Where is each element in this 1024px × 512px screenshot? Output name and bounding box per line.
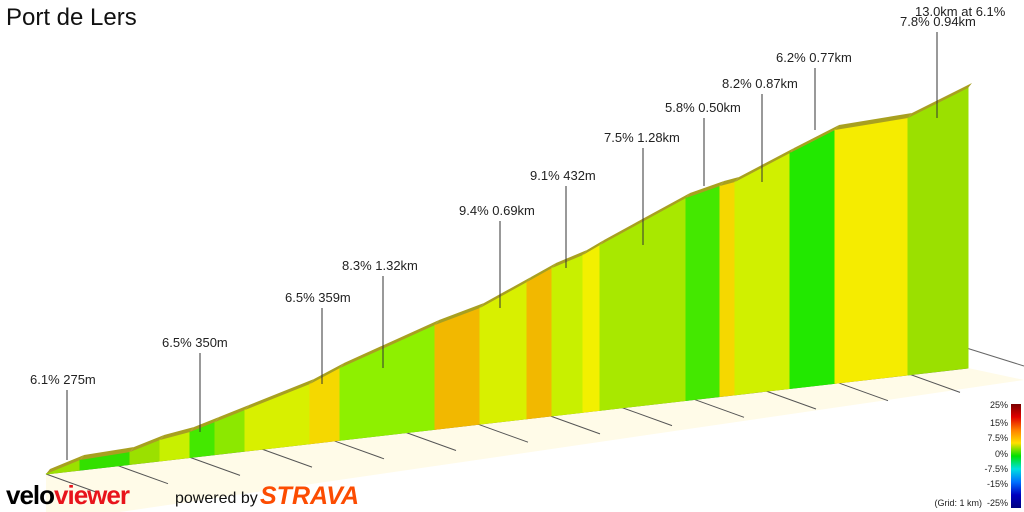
annotation-label: 6.5% 350m <box>162 335 228 350</box>
grid-line <box>621 407 673 427</box>
summary-label: 13.0km at 6.1% <box>915 4 1006 19</box>
legend-tick: 25% <box>989 400 1008 410</box>
profile-top-edge <box>527 263 556 282</box>
annotation-label: 8.3% 1.32km <box>342 258 418 273</box>
logo-part: viewer <box>54 480 130 510</box>
grid-line <box>117 465 169 485</box>
profile-top-edge <box>600 193 690 245</box>
profile-top-edge <box>80 447 134 460</box>
profile-segment <box>789 129 836 390</box>
profile-top-edge <box>435 303 484 325</box>
profile-top-edge <box>908 83 972 118</box>
profile-segment <box>214 409 246 456</box>
profile-segment <box>551 254 584 417</box>
grid-line <box>405 432 457 451</box>
profile-segment <box>685 185 721 401</box>
veloviewer-logo[interactable]: veloviewer <box>6 480 130 511</box>
profile-top-edge <box>480 277 531 308</box>
annotation-label: 9.4% 0.69km <box>459 203 535 218</box>
annotations: 6.1% 275m 6.5% 350m 6.5% 359m 8.3% 1.32km 9.… <box>30 14 976 460</box>
legend-tick: -25% <box>986 498 1008 508</box>
gradient-legend: 25% 15% 7.5% 0% -7.5% -15% -25% (Grid: 1… <box>900 398 1008 512</box>
grid-line <box>45 473 97 493</box>
grid-line <box>909 373 961 393</box>
page-title: Port de Lers <box>6 4 137 31</box>
profile-segment <box>834 117 909 384</box>
profile-top-edge <box>340 320 439 368</box>
annotation-label: 7.8% 0.94km <box>900 14 976 29</box>
grid-line <box>765 390 817 410</box>
legend-tick: -7.5% <box>984 464 1008 474</box>
profile-top-edge <box>720 177 739 186</box>
annotation-label: 7.5% 1.28km <box>604 130 680 145</box>
grid-line <box>189 456 241 476</box>
profile-segment <box>434 307 481 430</box>
gradient-color-scale <box>1011 404 1021 508</box>
powered-by-text: powered by <box>175 490 258 507</box>
legend-tick: -15% <box>986 479 1008 489</box>
annotation-label: 6.2% 0.77km <box>776 50 852 65</box>
profile-top-edge <box>790 125 839 153</box>
floor-plane <box>46 368 1024 512</box>
profile-segments <box>45 83 972 475</box>
annotation-label: 6.1% 275m <box>30 372 96 387</box>
annotation-label: 5.8% 0.50km <box>665 100 741 115</box>
grid-line <box>477 423 529 443</box>
profile-segment <box>526 267 553 420</box>
profile-top-edge <box>190 417 219 432</box>
profile-top-edge <box>686 181 724 198</box>
profile-segment <box>734 152 791 396</box>
profile-top-edge <box>583 240 604 255</box>
profile-top-edge <box>735 148 794 182</box>
annotation-label: 6.5% 359m <box>285 290 351 305</box>
profile-segment <box>582 244 601 413</box>
logo-part: velo <box>6 480 55 510</box>
profile-top-edge <box>215 405 249 422</box>
grid-line <box>959 345 1024 367</box>
legend-tick: 15% <box>989 418 1008 428</box>
annotation-label: 8.2% 0.87km <box>722 76 798 91</box>
legend-tick: 7.5% <box>987 433 1008 443</box>
legend-tick: 0% <box>994 449 1008 459</box>
profile-top-edge <box>245 379 314 410</box>
profile-top-edge <box>552 250 587 268</box>
annotation-label: 9.1% 432m <box>530 168 596 183</box>
strava-logo[interactable]: STRAVA <box>260 482 360 510</box>
profile-segment <box>339 324 436 441</box>
grid-line <box>693 398 745 418</box>
grid-line <box>549 415 601 435</box>
grid-scale-label: (Grid: 1 km) <box>934 498 982 508</box>
grid-line <box>837 382 889 402</box>
profile-top-edge <box>310 363 344 384</box>
profile-segment <box>719 181 736 398</box>
profile-top-edge <box>835 113 912 130</box>
profile-top-edge <box>130 435 164 452</box>
profile-top-edge <box>46 455 84 474</box>
grid-line <box>333 440 385 460</box>
profile-top-edge <box>160 427 194 440</box>
grid-line <box>261 448 313 468</box>
profile-segment <box>907 87 969 376</box>
